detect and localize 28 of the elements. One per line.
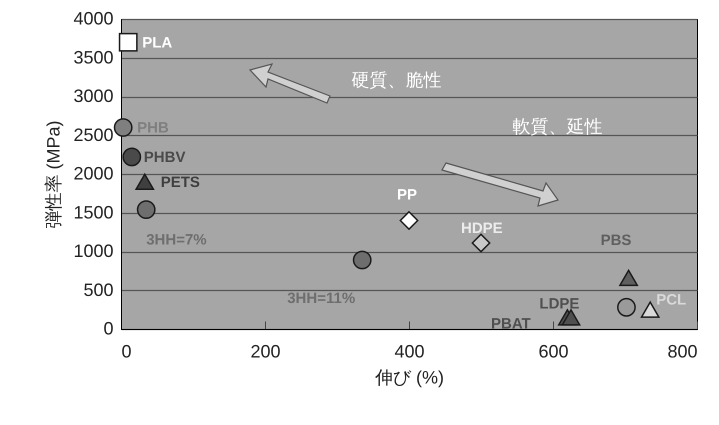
series-label: PETS — [160, 174, 200, 191]
series-label: PP — [397, 186, 418, 204]
series-label: 3HH=11% — [287, 290, 356, 308]
x-tick-label: 800 — [667, 342, 698, 362]
x-tick-label: 0 — [122, 342, 132, 362]
y-tick-label: 3500 — [73, 47, 114, 68]
annotation: 軟質、延性 — [512, 116, 603, 136]
y-tick-label: 2000 — [73, 164, 114, 184]
y-tick-label: 2500 — [73, 124, 114, 145]
y-tick-label: 1500 — [73, 202, 114, 222]
x-tick-label: 600 — [538, 342, 569, 362]
text: PBAT — [491, 315, 531, 332]
x-tick-label: 400 — [394, 342, 425, 362]
series-label: 3HH=7% — [146, 232, 207, 249]
x-tick-label: 200 — [250, 342, 281, 362]
series-label: PHBV — [144, 148, 186, 166]
series-label: LDPE — [539, 295, 580, 312]
y-tick-label: 0 — [103, 318, 114, 338]
series-label: PLA — [142, 34, 172, 52]
annotation: 硬質、脆性 — [351, 70, 442, 90]
series-label: HDPE — [461, 220, 503, 237]
y-tick-label: 1000 — [73, 241, 114, 261]
y-axis-title: 弾性率 (MPa) — [43, 120, 64, 228]
y-tick-label: 3000 — [73, 86, 114, 106]
series-label: PBS — [600, 232, 632, 249]
y-tick-label: 500 — [83, 280, 114, 300]
x-axis-title: 伸び (%) — [374, 368, 444, 388]
y-tick-label: 4000 — [73, 8, 114, 28]
